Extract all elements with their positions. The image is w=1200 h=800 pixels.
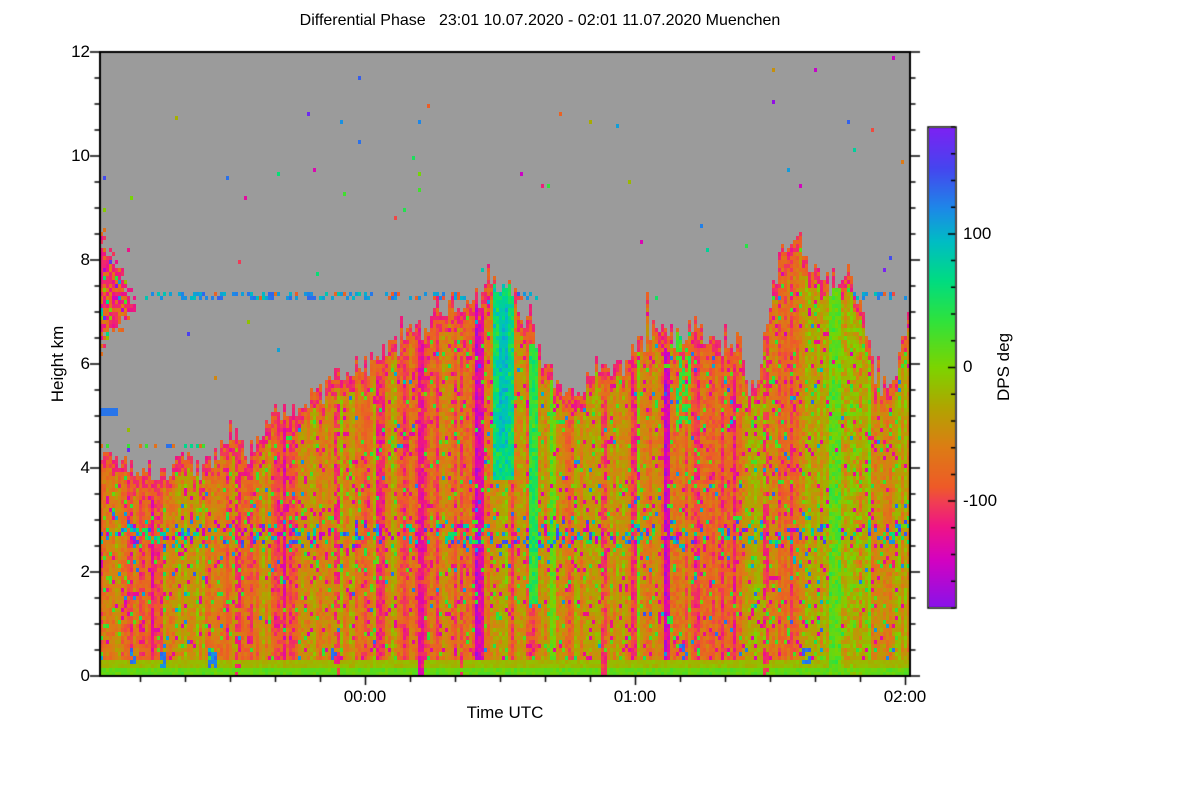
y-tick-8: 8: [80, 250, 90, 269]
heatmap-plot-area: [100, 52, 910, 676]
chart-title: Differential Phase 23:01 10.07.2020 - 02…: [299, 12, 781, 29]
colorbar-tick-100: 100: [963, 224, 992, 243]
colorbar-tick-neg100: -100: [963, 491, 998, 510]
x-axis-label: Time UTC: [466, 703, 544, 722]
x-tick-0000: 00:00: [343, 687, 387, 706]
y-tick-12: 12: [71, 42, 90, 61]
y-tick-0: 0: [80, 666, 90, 685]
colorbar-tick-0: 0: [963, 357, 973, 376]
x-tick-0100: 01:00: [613, 687, 657, 706]
x-tick-0200: 02:00: [883, 687, 927, 706]
y-tick-10: 10: [71, 146, 90, 165]
colorbar-axis-label: DPS deg: [994, 332, 1013, 402]
colorbar-gradient: [929, 128, 955, 607]
y-tick-2: 2: [80, 562, 90, 581]
y-axis-label: Height km: [48, 325, 67, 403]
y-tick-6: 6: [80, 354, 90, 373]
y-tick-4: 4: [80, 458, 90, 477]
